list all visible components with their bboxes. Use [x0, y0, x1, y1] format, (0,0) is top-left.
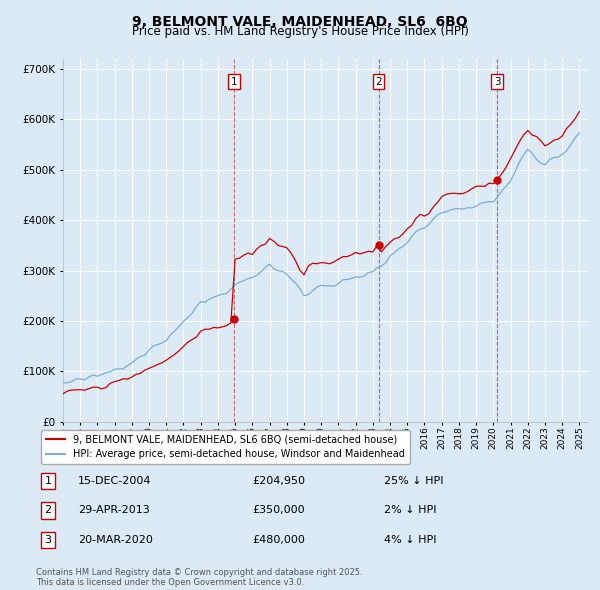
Text: £204,950: £204,950 — [252, 476, 305, 486]
Text: 1: 1 — [231, 77, 238, 87]
Text: 3: 3 — [494, 77, 500, 87]
Text: £480,000: £480,000 — [252, 535, 305, 545]
Text: 9, BELMONT VALE, MAIDENHEAD, SL6  6BQ: 9, BELMONT VALE, MAIDENHEAD, SL6 6BQ — [132, 15, 468, 29]
Text: 29-APR-2013: 29-APR-2013 — [78, 506, 150, 515]
Point — [230, 314, 239, 323]
Text: 2: 2 — [44, 506, 52, 515]
Text: 20-MAR-2020: 20-MAR-2020 — [78, 535, 153, 545]
Text: 25% ↓ HPI: 25% ↓ HPI — [384, 476, 443, 486]
Text: £350,000: £350,000 — [252, 506, 305, 515]
Point — [374, 241, 383, 250]
Text: Price paid vs. HM Land Registry's House Price Index (HPI): Price paid vs. HM Land Registry's House … — [131, 25, 469, 38]
Text: Contains HM Land Registry data © Crown copyright and database right 2025.
This d: Contains HM Land Registry data © Crown c… — [36, 568, 362, 587]
Text: 2% ↓ HPI: 2% ↓ HPI — [384, 506, 437, 515]
Text: 3: 3 — [44, 535, 52, 545]
Point — [493, 175, 502, 185]
Text: 2: 2 — [375, 77, 382, 87]
Legend: 9, BELMONT VALE, MAIDENHEAD, SL6 6BQ (semi-detached house), HPI: Average price, : 9, BELMONT VALE, MAIDENHEAD, SL6 6BQ (se… — [41, 430, 410, 464]
Text: 4% ↓ HPI: 4% ↓ HPI — [384, 535, 437, 545]
Text: 1: 1 — [44, 476, 52, 486]
Text: 15-DEC-2004: 15-DEC-2004 — [78, 476, 151, 486]
